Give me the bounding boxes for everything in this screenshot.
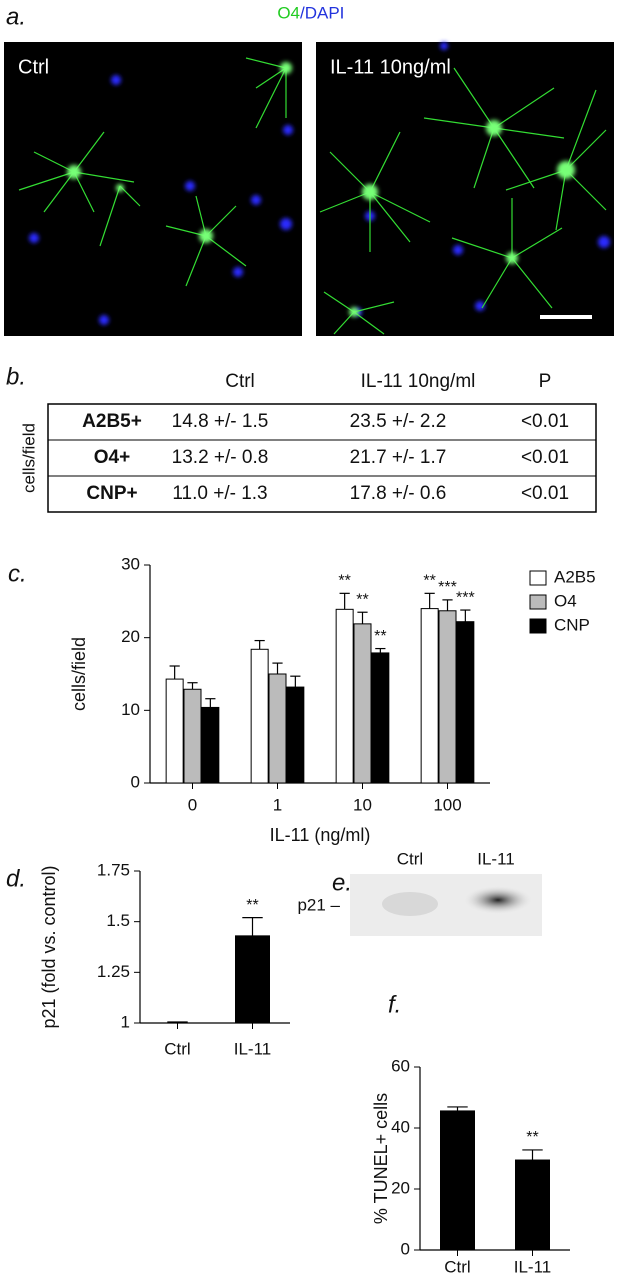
bar: [183, 688, 202, 784]
panel-label: a.: [6, 3, 26, 30]
significance: **: [338, 573, 350, 590]
bar: [286, 686, 305, 784]
table-cell: 14.8 +/- 1.5: [172, 411, 269, 432]
y-tick-label: 10: [121, 700, 140, 719]
x-tick-label: IL-11: [234, 1039, 272, 1058]
panel-label: e.: [332, 869, 352, 896]
table-frame: [47, 403, 597, 513]
table-cell: 23.5 +/- 2.2: [350, 411, 447, 432]
y-tick-label: 20: [391, 1178, 410, 1197]
panel-label: f.: [388, 991, 401, 1018]
table-header: Ctrl: [225, 371, 255, 392]
bar: [235, 935, 270, 1024]
significance: **: [374, 628, 386, 645]
bar: [420, 608, 439, 784]
western-blot: [350, 874, 542, 936]
significance: **: [423, 573, 435, 590]
significance: **: [526, 1129, 538, 1146]
y-tick-label: 30: [121, 554, 140, 573]
legend-label: CNP: [554, 615, 590, 634]
y-tick-label: 1.5: [106, 911, 130, 930]
legend-label: O4: [554, 591, 577, 610]
table-cell: <0.01: [521, 483, 569, 504]
table-header: IL-11 10ng/ml: [361, 371, 476, 392]
bar: [438, 610, 457, 784]
micrograph: [4, 42, 614, 336]
x-tick-label: Ctrl: [444, 1257, 470, 1276]
legend-swatch: [529, 618, 547, 634]
y-tick-label: 20: [121, 627, 140, 646]
y-axis-label: cells/field: [69, 637, 89, 711]
table-cell: 13.2 +/- 0.8: [172, 447, 269, 468]
significance: **: [356, 591, 368, 608]
y-tick-label: 1: [121, 1012, 130, 1031]
table-cell: <0.01: [521, 411, 569, 432]
bar: [353, 623, 372, 784]
legend-swatch: [529, 570, 547, 586]
legend-label: A2B5: [554, 567, 596, 586]
bar: [268, 673, 287, 784]
bar: [515, 1159, 550, 1251]
x-tick-label: Ctrl: [164, 1039, 190, 1058]
bar: [456, 621, 475, 784]
y-axis-label: p21 (fold vs. control): [39, 865, 59, 1028]
panel-label: d.: [6, 865, 26, 892]
table-cell: 17.8 +/- 0.6: [350, 483, 447, 504]
image-label: IL-11 10ng/ml: [330, 56, 451, 78]
stain-label: O4: [277, 3, 300, 22]
table-side-label: cells/field: [19, 423, 38, 493]
y-tick-label: 40: [391, 1117, 410, 1136]
bar: [335, 608, 354, 784]
x-axis-label: IL-11 (ng/ml): [270, 825, 371, 845]
table-header: P: [539, 371, 552, 392]
significance: ***: [456, 589, 475, 606]
significance: ***: [438, 579, 457, 596]
y-axis-label: % TUNEL+ cells: [371, 1093, 391, 1224]
significance: **: [246, 897, 258, 914]
panel-label: c.: [8, 560, 27, 587]
y-tick-label: 1.75: [97, 860, 130, 879]
bar: [201, 706, 220, 784]
band-label: p21 –: [297, 895, 340, 914]
bar: [440, 1110, 475, 1251]
legend-swatch: [529, 594, 547, 610]
table-cell: 11.0 +/- 1.3: [172, 483, 267, 504]
y-tick-label: 60: [391, 1056, 410, 1075]
x-tick-label: 1: [273, 795, 282, 814]
bar: [371, 652, 390, 784]
row-label: CNP+: [86, 483, 137, 504]
lane-label: IL-11: [477, 849, 515, 868]
row-label: A2B5+: [82, 411, 142, 432]
row-label: O4+: [94, 447, 130, 468]
y-tick-label: 0: [131, 772, 140, 791]
lane-label: Ctrl: [397, 849, 423, 868]
bar: [250, 648, 269, 784]
x-tick-label: 100: [433, 795, 461, 814]
panel-label: b.: [6, 363, 26, 390]
image-label: Ctrl: [18, 56, 49, 78]
table-cell: <0.01: [521, 447, 569, 468]
x-tick-label: IL-11: [514, 1257, 552, 1276]
y-tick-label: 1.25: [97, 962, 130, 981]
stain-label: /DAPI: [300, 3, 344, 22]
table-cell: 21.7 +/- 1.7: [350, 447, 447, 468]
bar: [165, 678, 184, 784]
y-tick-label: 0: [401, 1239, 410, 1258]
x-tick-label: 0: [188, 795, 197, 814]
x-tick-label: 10: [353, 795, 372, 814]
